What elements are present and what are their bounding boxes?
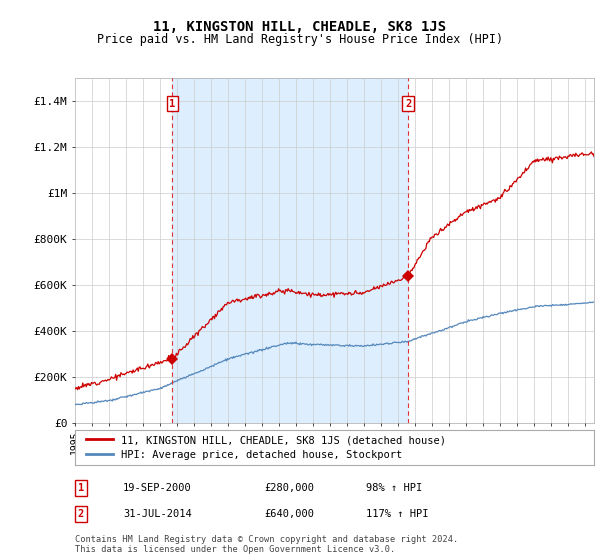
- Bar: [172, 78, 408, 423]
- Text: 117% ↑ HPI: 117% ↑ HPI: [366, 509, 428, 519]
- Text: £640,000: £640,000: [264, 509, 314, 519]
- Text: Contains HM Land Registry data © Crown copyright and database right 2024.
This d: Contains HM Land Registry data © Crown c…: [75, 535, 458, 554]
- Text: 11, KINGSTON HILL, CHEADLE, SK8 1JS: 11, KINGSTON HILL, CHEADLE, SK8 1JS: [154, 20, 446, 34]
- Text: £280,000: £280,000: [264, 483, 314, 493]
- Text: 1: 1: [169, 99, 175, 109]
- Text: 98% ↑ HPI: 98% ↑ HPI: [366, 483, 422, 493]
- Text: 2: 2: [405, 99, 412, 109]
- Text: 31-JUL-2014: 31-JUL-2014: [123, 509, 192, 519]
- Text: 19-SEP-2000: 19-SEP-2000: [123, 483, 192, 493]
- Legend: 11, KINGSTON HILL, CHEADLE, SK8 1JS (detached house), HPI: Average price, detach: 11, KINGSTON HILL, CHEADLE, SK8 1JS (det…: [80, 429, 452, 466]
- Text: 1: 1: [78, 483, 84, 493]
- Text: Price paid vs. HM Land Registry's House Price Index (HPI): Price paid vs. HM Land Registry's House …: [97, 32, 503, 46]
- Text: 2: 2: [78, 509, 84, 519]
